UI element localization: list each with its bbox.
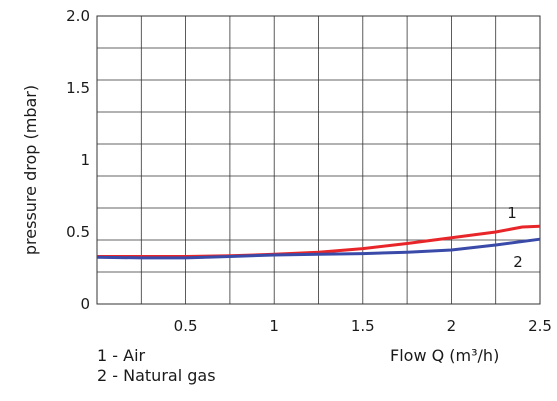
series-line-2: [96, 237, 541, 260]
y-tick-label: 1: [80, 151, 90, 169]
y-tick-label: 1.5: [66, 79, 90, 97]
y-tick-label: 2.0: [66, 7, 90, 25]
y-tick-label: 0.5: [66, 223, 90, 241]
x-axis-label: Flow Q (m³/h): [390, 346, 500, 365]
series-label-1: 1: [507, 204, 517, 222]
x-tick-label: 1.5: [351, 317, 375, 335]
series-label-2: 2: [513, 253, 523, 271]
y-tick-labels: 0 0.5 1 1.5 2.0: [66, 7, 90, 313]
y-axis-label: pressure drop (mbar): [21, 85, 40, 255]
x-tick-label: 1: [269, 317, 279, 335]
legend-item-air: 1 - Air: [97, 346, 146, 365]
legend: 1 - Air 2 - Natural gas: [97, 346, 216, 386]
legend-item-natural-gas: 2 - Natural gas: [97, 366, 216, 385]
x-tick-label: 2.5: [528, 317, 552, 335]
x-tick-label: 0.5: [174, 317, 198, 335]
x-tick-label: 2: [447, 317, 457, 335]
y-tick-label: 0: [80, 295, 90, 313]
series-labels: 12: [507, 204, 523, 271]
grid: [96, 15, 541, 305]
x-tick-labels: 0.5 1 1.5 2 2.5: [174, 317, 552, 335]
series-lines: [96, 224, 541, 260]
